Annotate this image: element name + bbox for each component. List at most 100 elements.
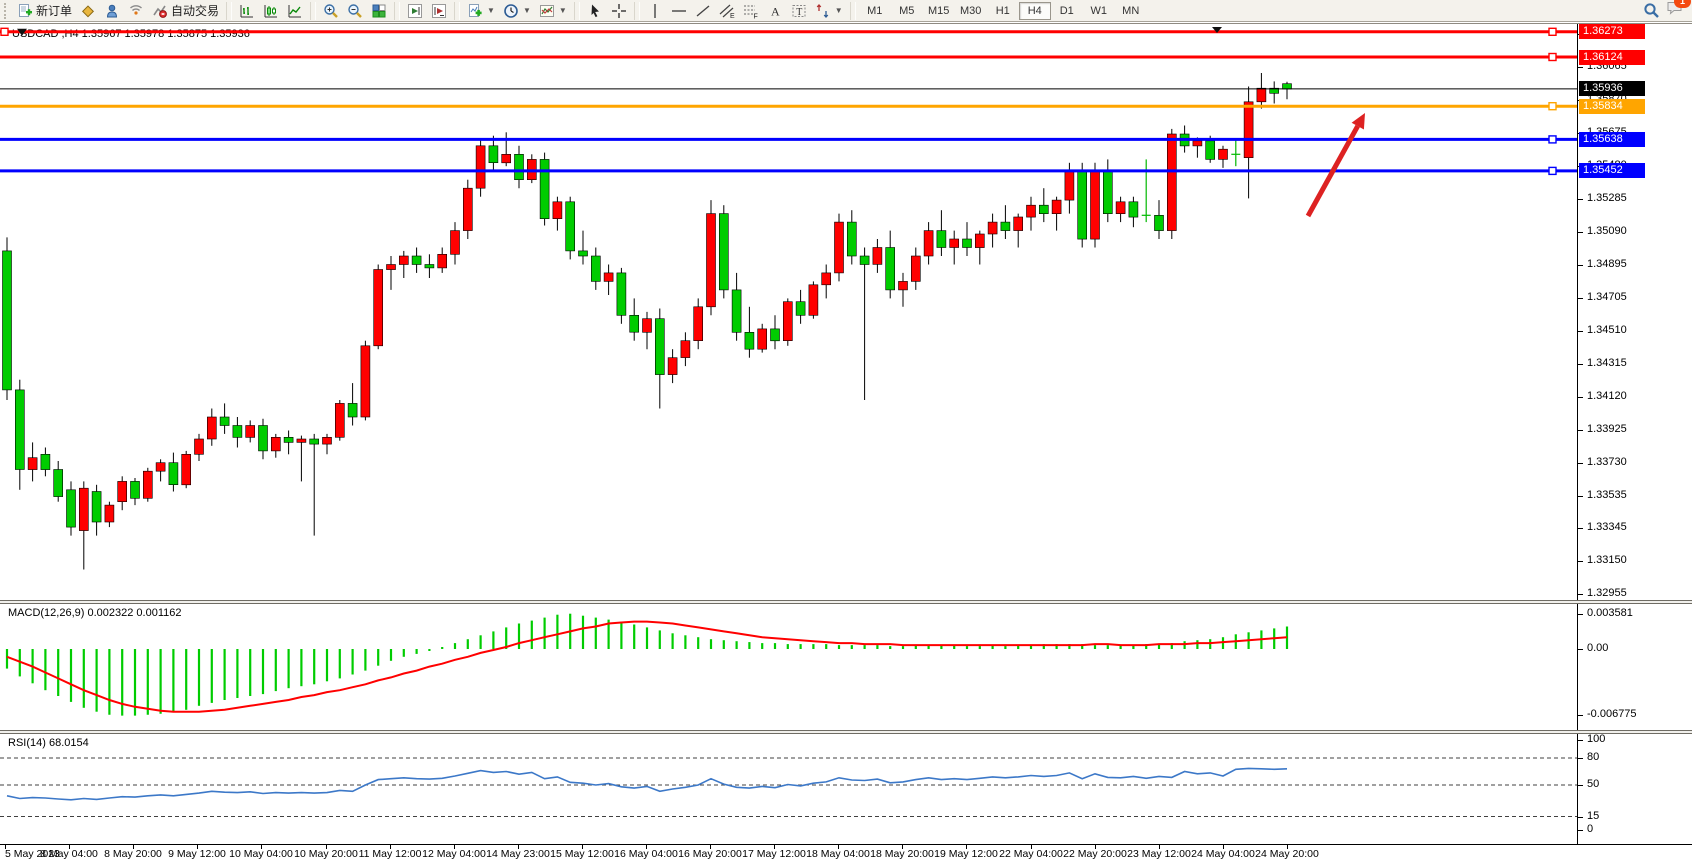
svg-text:F: F — [753, 13, 757, 19]
cursor-button[interactable] — [583, 0, 607, 22]
candle — [718, 205, 729, 299]
time-tick — [646, 845, 647, 849]
autotrade-label: 自动交易 — [171, 4, 220, 18]
line-chart-button[interactable] — [283, 0, 307, 22]
line-end-marker[interactable] — [1548, 52, 1557, 62]
time-axis[interactable]: 5 May 2023 8 May 04:00 8 May 20:00 9 May 12… — [0, 845, 1692, 861]
indicators-button[interactable]: ▼ — [463, 0, 499, 22]
arrow-objects-button[interactable]: ▼ — [811, 0, 847, 22]
search-icon[interactable] — [1643, 2, 1660, 19]
time-label: 24 May 20:00 — [1255, 848, 1319, 860]
line-end-marker[interactable] — [1548, 135, 1557, 144]
price-tick: 1.34120 — [1578, 390, 1627, 402]
price-pane: USDCAD ,H4 1.35967 1.35978 1.35875 1.359… — [0, 24, 1692, 600]
timeframe-m5[interactable]: M5 — [899, 4, 915, 17]
vertical-line-button[interactable] — [643, 0, 667, 22]
macd-axis[interactable]: 0.003581 0.00 -0.006775 — [1577, 604, 1692, 730]
candle — [1115, 196, 1126, 223]
macd-signal-line — [6, 620, 1288, 713]
fibonacci-button[interactable]: F — [739, 0, 763, 22]
text-label-icon: T — [792, 4, 806, 18]
candle — [219, 403, 230, 434]
macd-canvas[interactable] — [0, 604, 1577, 730]
time-label: 16 May 20:00 — [678, 848, 742, 860]
toolbar-grip[interactable] — [4, 2, 11, 19]
price-tick: 1.34705 — [1578, 291, 1627, 303]
chart-shift-button[interactable] — [427, 0, 451, 22]
candle — [821, 264, 832, 299]
candle — [437, 247, 448, 273]
price-chart-canvas[interactable] — [0, 24, 1577, 600]
templates-button[interactable]: ▼ — [535, 0, 571, 22]
horizontal-line-button[interactable] — [667, 0, 691, 22]
text-label-button[interactable]: T — [787, 0, 811, 22]
trend-arrow[interactable] — [1305, 124, 1360, 218]
zoom-out-button[interactable] — [343, 0, 367, 22]
timeframe-h4[interactable]: H4 — [1018, 1, 1051, 20]
timeframe-d1[interactable]: D1 — [1059, 4, 1074, 17]
timeframe-w1[interactable]: W1 — [1090, 4, 1107, 17]
tile-windows-button[interactable] — [367, 0, 391, 22]
toolbar-separator — [849, 1, 856, 20]
price-axis[interactable]: 1.362601.360651.358701.356751.354801.352… — [1577, 24, 1692, 600]
text-icon: A — [771, 4, 780, 18]
metaquotes-button[interactable] — [76, 0, 100, 22]
line-end-marker[interactable] — [1548, 166, 1557, 176]
community-button[interactable] — [100, 0, 124, 22]
line-end-marker[interactable] — [1548, 101, 1557, 111]
candle — [40, 447, 51, 477]
price-tick: 1.33535 — [1578, 489, 1627, 501]
candle — [731, 272, 742, 341]
zoom-in-button[interactable] — [319, 0, 343, 22]
zoom-in-icon — [324, 3, 338, 18]
line-start-marker[interactable] — [0, 27, 9, 37]
candle — [1090, 162, 1100, 248]
timeframe-m1[interactable]: M1 — [867, 4, 883, 17]
signals-button[interactable] — [124, 0, 148, 22]
chart-shift-marker[interactable] — [1212, 27, 1222, 33]
autotrade-button[interactable]: 自动交易 — [148, 0, 223, 22]
time-label: 22 May 20:00 — [1063, 848, 1127, 860]
candle — [1077, 162, 1087, 248]
candle — [2, 237, 12, 400]
time-tick — [5, 845, 6, 849]
timeframe-mn[interactable]: MN — [1122, 4, 1140, 17]
candle — [1256, 73, 1267, 109]
rsi-canvas[interactable] — [0, 734, 1577, 844]
timeframe-m30[interactable]: M30 — [960, 4, 982, 17]
timeframe-m15[interactable]: M15 — [928, 4, 950, 17]
dropdown-arrow-icon: ▼ — [522, 6, 531, 15]
price-tick: 1.33150 — [1578, 554, 1627, 566]
equidistant-channel-button[interactable]: E — [715, 0, 739, 22]
time-tick — [69, 845, 70, 849]
candle — [501, 132, 512, 167]
rsi-axis[interactable]: 100 80 50 15 0 — [1577, 733, 1692, 844]
toolbar-separator — [226, 1, 233, 20]
timeframe-h1[interactable]: H1 — [995, 4, 1010, 17]
periods-button[interactable]: ▼ — [499, 0, 535, 22]
candlestick-chart-button[interactable] — [259, 0, 283, 22]
time-tick — [518, 845, 519, 849]
trendline-button[interactable] — [691, 0, 715, 22]
fibonacci-icon: F — [743, 5, 758, 19]
pane-splitter[interactable] — [0, 600, 1692, 604]
text-button[interactable]: A — [763, 0, 787, 22]
candle — [1013, 213, 1024, 248]
candle — [808, 281, 819, 319]
candle — [334, 400, 345, 441]
bar-chart-button[interactable] — [235, 0, 259, 22]
time-label: 24 May 04:00 — [1191, 848, 1255, 860]
price-plot: USDCAD ,H4 1.35967 1.35978 1.35875 1.359… — [0, 24, 1577, 600]
auto-scroll-button[interactable] — [403, 0, 427, 22]
svg-text:A: A — [771, 4, 780, 18]
price-badge: 1.35834 — [1579, 99, 1645, 114]
time-label: 10 May 20:00 — [294, 848, 358, 860]
time-label: 18 May 20:00 — [870, 848, 934, 860]
candle — [616, 267, 627, 324]
pane-splitter[interactable] — [0, 730, 1692, 734]
time-label: 10 May 04:00 — [229, 848, 293, 860]
new-order-button[interactable]: 新订单 — [13, 0, 76, 22]
line-end-marker[interactable] — [1548, 27, 1557, 37]
notifications-button[interactable]: 1 — [1666, 0, 1691, 21]
crosshair-button[interactable] — [607, 0, 631, 22]
